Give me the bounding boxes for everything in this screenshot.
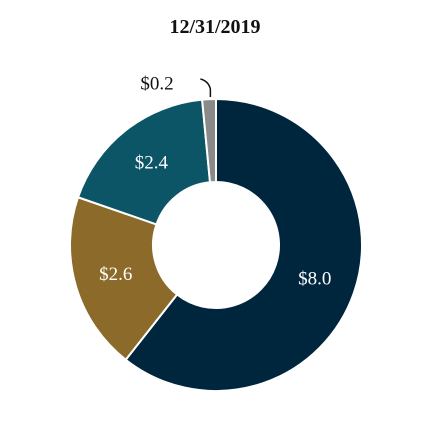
- donut-slice-1: [69, 195, 179, 362]
- slice-leader-line-3: [200, 78, 212, 97]
- donut-slice-3: [201, 97, 217, 184]
- slice-label-2: $2.4: [135, 152, 169, 173]
- donut-slice-2: [76, 98, 212, 226]
- slice-label-1: $2.6: [99, 264, 132, 285]
- slice-label-0: $8.0: [298, 269, 331, 290]
- donut-labels: $8.0 $2.6 $2.4 $0.2: [99, 74, 331, 290]
- slice-label-3: $0.2: [140, 74, 173, 95]
- donut-slice-0: [124, 97, 363, 392]
- chart-title: 12/31/2019: [169, 16, 261, 38]
- donut-slices: [69, 97, 363, 392]
